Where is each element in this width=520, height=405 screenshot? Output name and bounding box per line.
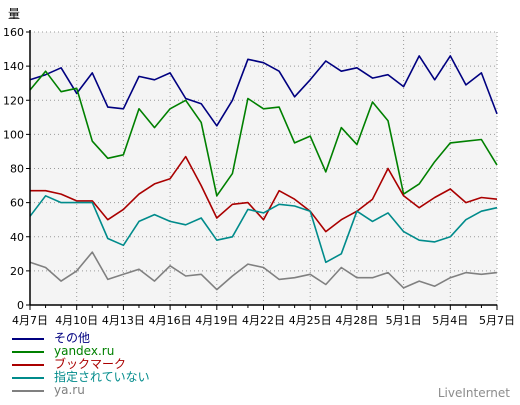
- legend-label: 指定されていない: [54, 370, 150, 384]
- legend-swatch: [12, 363, 44, 366]
- legend-label: ya.ru: [54, 383, 85, 397]
- y-tick-label: 160: [3, 26, 24, 39]
- y-axis-title: 量: [8, 7, 20, 21]
- y-tick-label: 140: [3, 60, 24, 73]
- legend-swatch: [12, 350, 44, 353]
- x-axis-tick-labels: 4月7日 4月10日 4月13日 4月16日 4月19日 4月22日 4月25日 4月28日 5…: [12, 314, 515, 327]
- legend-item: ya.ru: [12, 384, 312, 397]
- y-axis-tick-labels: 0 20 40 60 80 100 120 140 160: [3, 26, 24, 312]
- series-line-2: [30, 155, 498, 233]
- legend-swatch: [12, 337, 44, 340]
- x-tick-label: 4月28日: [335, 314, 378, 327]
- line-chart: 0 20 40 60 80 100 120 140 160 4月7日 4月10日 4月13日 4月16…: [3, 7, 515, 327]
- y-tick-label: 20: [10, 265, 24, 278]
- legend-label: ブックマーク: [54, 357, 127, 371]
- y-tick-label: 60: [10, 197, 24, 210]
- x-tick-label: 5月1日: [386, 314, 422, 327]
- legend-label: その他: [54, 331, 91, 345]
- x-tick-label: 4月25日: [289, 314, 332, 327]
- legend-item: 指定されていない: [12, 371, 312, 384]
- x-tick-label: 4月7日: [12, 314, 48, 327]
- series-line-3: [29, 195, 498, 264]
- x-tick-label: 5月4日: [432, 314, 468, 327]
- x-tick-label: 4月10日: [55, 314, 98, 327]
- legend-swatch: [12, 389, 44, 392]
- y-tick-label: 100: [3, 128, 24, 141]
- series-line-0: [29, 55, 498, 127]
- x-tick-label: 4月16日: [149, 314, 192, 327]
- y-tick-label: 40: [10, 231, 24, 244]
- legend-item: ブックマーク: [12, 358, 312, 371]
- legend-item: その他: [12, 332, 312, 345]
- x-tick-label: 5月7日: [479, 314, 515, 327]
- y-tick-label: 0: [17, 299, 24, 312]
- series-line-4: [29, 251, 498, 291]
- series-line-1: [29, 70, 498, 197]
- gridlines: [30, 31, 498, 305]
- legend-swatch: [12, 376, 44, 379]
- y-tick-label: 120: [3, 94, 24, 107]
- x-tick-label: 4月19日: [195, 314, 238, 327]
- series-lines: [29, 55, 498, 291]
- axes: [29, 30, 497, 306]
- x-tick-label: 4月22日: [242, 314, 285, 327]
- y-tick-label: 80: [10, 163, 24, 176]
- legend: その他 yandex.ru ブックマーク 指定されていない ya.ru: [12, 332, 312, 397]
- legend-label: yandex.ru: [54, 344, 115, 358]
- brand-label: LiveInternet: [437, 386, 510, 400]
- legend-item: yandex.ru: [12, 345, 312, 358]
- x-tick-label: 4月13日: [102, 314, 145, 327]
